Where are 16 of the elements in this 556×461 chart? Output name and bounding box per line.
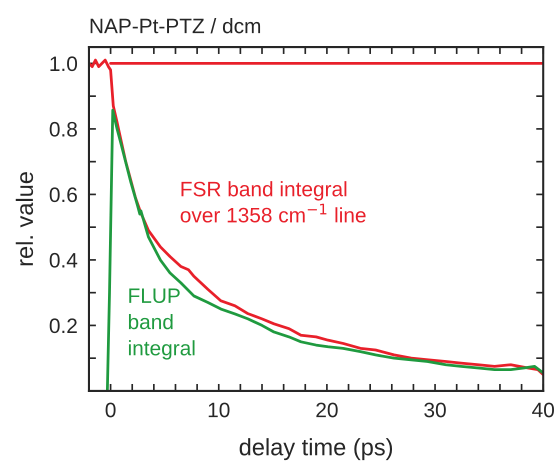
y-tick-label: 0.6 [50, 187, 77, 202]
chart-title: NAP-Pt-PTZ / dcm [90, 18, 260, 34]
y-tick-label: 0.2 [50, 318, 77, 334]
x-tick-label: 10 [208, 402, 230, 418]
x-tick-label: 0 [106, 402, 116, 418]
y-tick-label: 0.8 [50, 122, 77, 137]
series-label: FLUP band integral [128, 288, 195, 360]
y-tick-label: 0.4 [50, 252, 78, 268]
x-tick-label: 40 [532, 402, 554, 418]
y-axis-title: rel. value [16, 172, 34, 266]
x-tick-label: 30 [424, 402, 446, 418]
y-tick-label: 1.0 [50, 56, 78, 72]
x-tick-label: 20 [316, 402, 338, 418]
x-axis-title: delay time (ps) [240, 438, 392, 460]
series-label: FSR band integral over 1358 cm$^{−1}$ line [180, 181, 366, 223]
line-series [106, 108, 544, 391]
